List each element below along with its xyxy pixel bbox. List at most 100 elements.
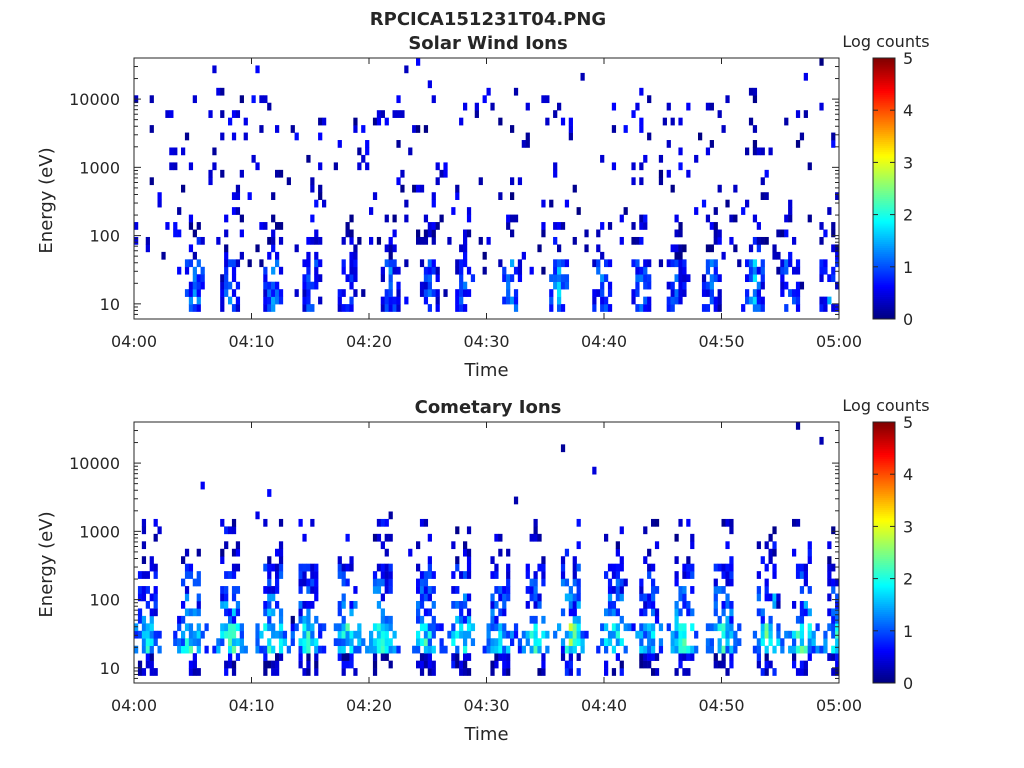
heatmap-cell: [600, 623, 605, 632]
heatmap-cell: [486, 630, 491, 639]
heatmap-cell: [674, 608, 679, 617]
heatmap-cell: [192, 289, 197, 297]
heatmap-cell: [263, 289, 268, 297]
heatmap-cell: [498, 645, 503, 654]
heatmap-cell: [733, 630, 738, 639]
colorbar-step: [873, 477, 895, 480]
heatmap-cell: [459, 266, 464, 275]
heatmap-cell: [263, 668, 268, 676]
heatmap-cell: [228, 660, 233, 669]
heatmap-cell: [470, 623, 476, 632]
colorbar-step: [873, 263, 895, 267]
heatmap-cell: [345, 653, 350, 661]
heatmap-cell: [631, 623, 636, 632]
heatmap-cell: [365, 162, 370, 171]
heatmap-cell: [141, 586, 147, 594]
heatmap-cell: [713, 259, 718, 268]
heatmap-cell: [690, 586, 695, 594]
colorbar-step: [873, 170, 895, 173]
heatmap-cell: [611, 563, 617, 572]
heatmap-cell: [639, 623, 644, 632]
heatmap-cell: [760, 177, 765, 186]
heatmap-cell: [231, 289, 237, 297]
heatmap-cell: [318, 630, 323, 639]
heatmap-cell: [435, 162, 440, 171]
heatmap-cell: [686, 653, 691, 661]
heatmap-cell: [572, 600, 577, 609]
heatmap-cell: [835, 660, 840, 669]
heatmap-cell: [431, 95, 436, 104]
heatmap-cell: [177, 645, 182, 654]
heatmap-cell: [447, 630, 452, 639]
heatmap-cell: [275, 653, 280, 661]
heatmap-cell: [678, 289, 683, 297]
heatmap-cell: [137, 615, 143, 624]
heatmap-cell: [341, 304, 346, 312]
heatmap-cell: [310, 638, 315, 647]
heatmap-cell: [372, 192, 378, 200]
heatmap-cell: [318, 117, 323, 126]
heatmap-cell: [376, 110, 382, 118]
colorbar-step: [873, 581, 895, 584]
heatmap-cell: [725, 95, 730, 104]
heatmap-cell: [196, 630, 201, 639]
heatmap-cell: [349, 600, 354, 609]
heatmap-cell: [341, 668, 346, 676]
heatmap-cell: [137, 608, 143, 617]
heatmap-cell: [306, 236, 311, 245]
heatmap-cell: [153, 563, 158, 572]
colorbar-step: [873, 237, 895, 240]
heatmap-cell: [819, 58, 824, 66]
heatmap-cell: [271, 586, 276, 594]
heatmap-cell: [149, 660, 154, 669]
heatmap-cell: [267, 556, 272, 564]
heatmap-cell: [631, 177, 636, 186]
heatmap-cell: [729, 608, 734, 617]
heatmap-cell: [678, 259, 683, 268]
heatmap-cell: [713, 274, 718, 283]
heatmap-cell: [463, 289, 468, 297]
heatmap-cell: [619, 660, 624, 669]
heatmap-cell: [748, 266, 754, 275]
heatmap-cell: [384, 615, 389, 624]
heatmap-cell: [427, 259, 432, 268]
heatmap-cell: [756, 266, 761, 275]
colorbar-step: [873, 632, 895, 635]
heatmap-cell: [572, 638, 577, 647]
colorbar-step: [873, 656, 895, 659]
heatmap-cell: [717, 274, 722, 283]
heatmap-cell: [220, 623, 225, 632]
heatmap-cell: [564, 593, 570, 602]
heatmap-cell: [380, 630, 385, 639]
heatmap-cell: [278, 289, 284, 297]
heatmap-cell: [717, 184, 722, 193]
heatmap-cell: [184, 132, 190, 141]
heatmap-cell: [376, 518, 382, 527]
heatmap-cell: [235, 184, 241, 193]
colorbar-step: [873, 217, 895, 220]
heatmap-cell: [799, 571, 805, 579]
heatmap-cell: [564, 668, 570, 676]
heatmap-cell: [278, 556, 284, 564]
heatmap-cell: [506, 645, 511, 654]
heatmap-cell: [611, 630, 617, 639]
heatmap-cell: [459, 623, 464, 632]
heatmap-cell: [709, 102, 714, 111]
heatmap-cell: [619, 578, 624, 587]
heatmap-cell: [318, 645, 323, 654]
heatmap-cell: [705, 147, 711, 156]
heatmap-cell: [756, 571, 761, 579]
heatmap-cell: [271, 229, 276, 238]
heatmap-cell: [654, 615, 660, 624]
heatmap-cell: [827, 207, 832, 215]
heatmap-cell: [835, 645, 840, 654]
heatmap-cell: [278, 266, 284, 275]
heatmap-cell: [686, 600, 691, 609]
heatmap-cell: [463, 645, 468, 654]
heatmap-cell: [145, 236, 150, 245]
colorbar-step: [873, 243, 895, 246]
colorbar-step: [873, 115, 895, 118]
heatmap-cell: [372, 653, 378, 661]
heatmap-cell: [141, 571, 147, 579]
heatmap-cell: [388, 586, 393, 594]
